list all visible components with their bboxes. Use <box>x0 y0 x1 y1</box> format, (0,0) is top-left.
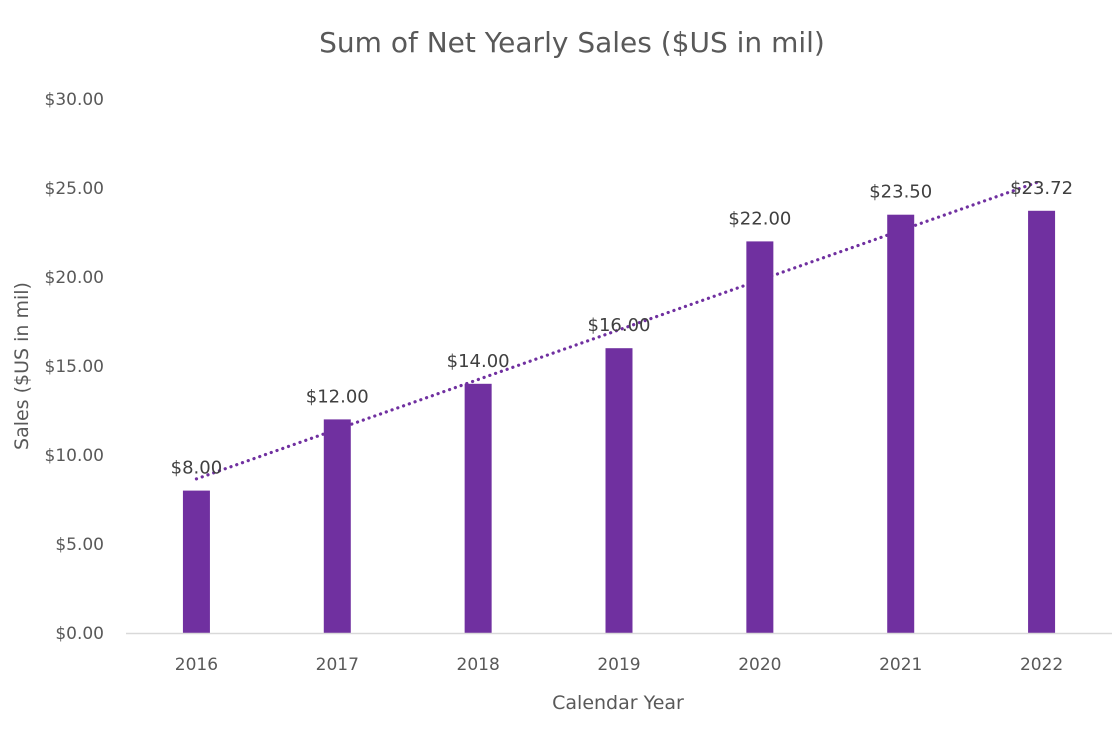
x-tick-label: 2020 <box>738 655 781 675</box>
x-tick-label: 2016 <box>175 655 218 675</box>
bar <box>464 383 492 633</box>
data-labels: $8.00 $12.00 $14.00 $16.00 $22.00 $23.50 $23.7… <box>171 178 1073 479</box>
y-tick-label: $20.00 <box>45 268 104 288</box>
x-tick-label: 2017 <box>316 655 359 675</box>
bars <box>182 210 1056 633</box>
y-tick-label: $25.00 <box>45 179 104 199</box>
bar <box>1028 210 1056 633</box>
data-label: $14.00 <box>447 351 510 372</box>
data-label: $8.00 <box>171 458 223 479</box>
bar <box>605 348 633 633</box>
data-label: $22.00 <box>728 208 791 229</box>
y-tick-label: $30.00 <box>45 90 104 110</box>
bar <box>887 214 915 633</box>
y-tick-label: $0.00 <box>55 624 104 644</box>
data-label: $23.50 <box>869 182 932 203</box>
y-tick-label: $5.00 <box>55 535 104 555</box>
data-label: $16.00 <box>588 315 651 336</box>
x-tick-label: 2021 <box>879 655 922 675</box>
x-tick-label: 2018 <box>457 655 500 675</box>
bar <box>746 241 774 633</box>
x-axis-ticks: 2016 2017 2018 2019 2020 2021 2022 <box>175 655 1063 675</box>
x-tick-label: 2019 <box>597 655 640 675</box>
y-tick-label: $15.00 <box>45 357 104 377</box>
y-tick-label: $10.00 <box>45 446 104 466</box>
y-axis-ticks: $0.00 $5.00 $10.00 $15.00 $20.00 $25.00 $30.00 <box>45 90 104 644</box>
y-axis-title: Sales ($US in mil) <box>11 282 33 450</box>
data-label: $23.72 <box>1010 178 1073 199</box>
bar <box>323 419 351 633</box>
chart-title: Sum of Net Yearly Sales ($US in mil) <box>319 26 825 59</box>
x-axis-title: Calendar Year <box>552 692 684 714</box>
data-label: $12.00 <box>306 386 369 407</box>
bar <box>182 490 210 633</box>
x-tick-label: 2022 <box>1020 655 1063 675</box>
